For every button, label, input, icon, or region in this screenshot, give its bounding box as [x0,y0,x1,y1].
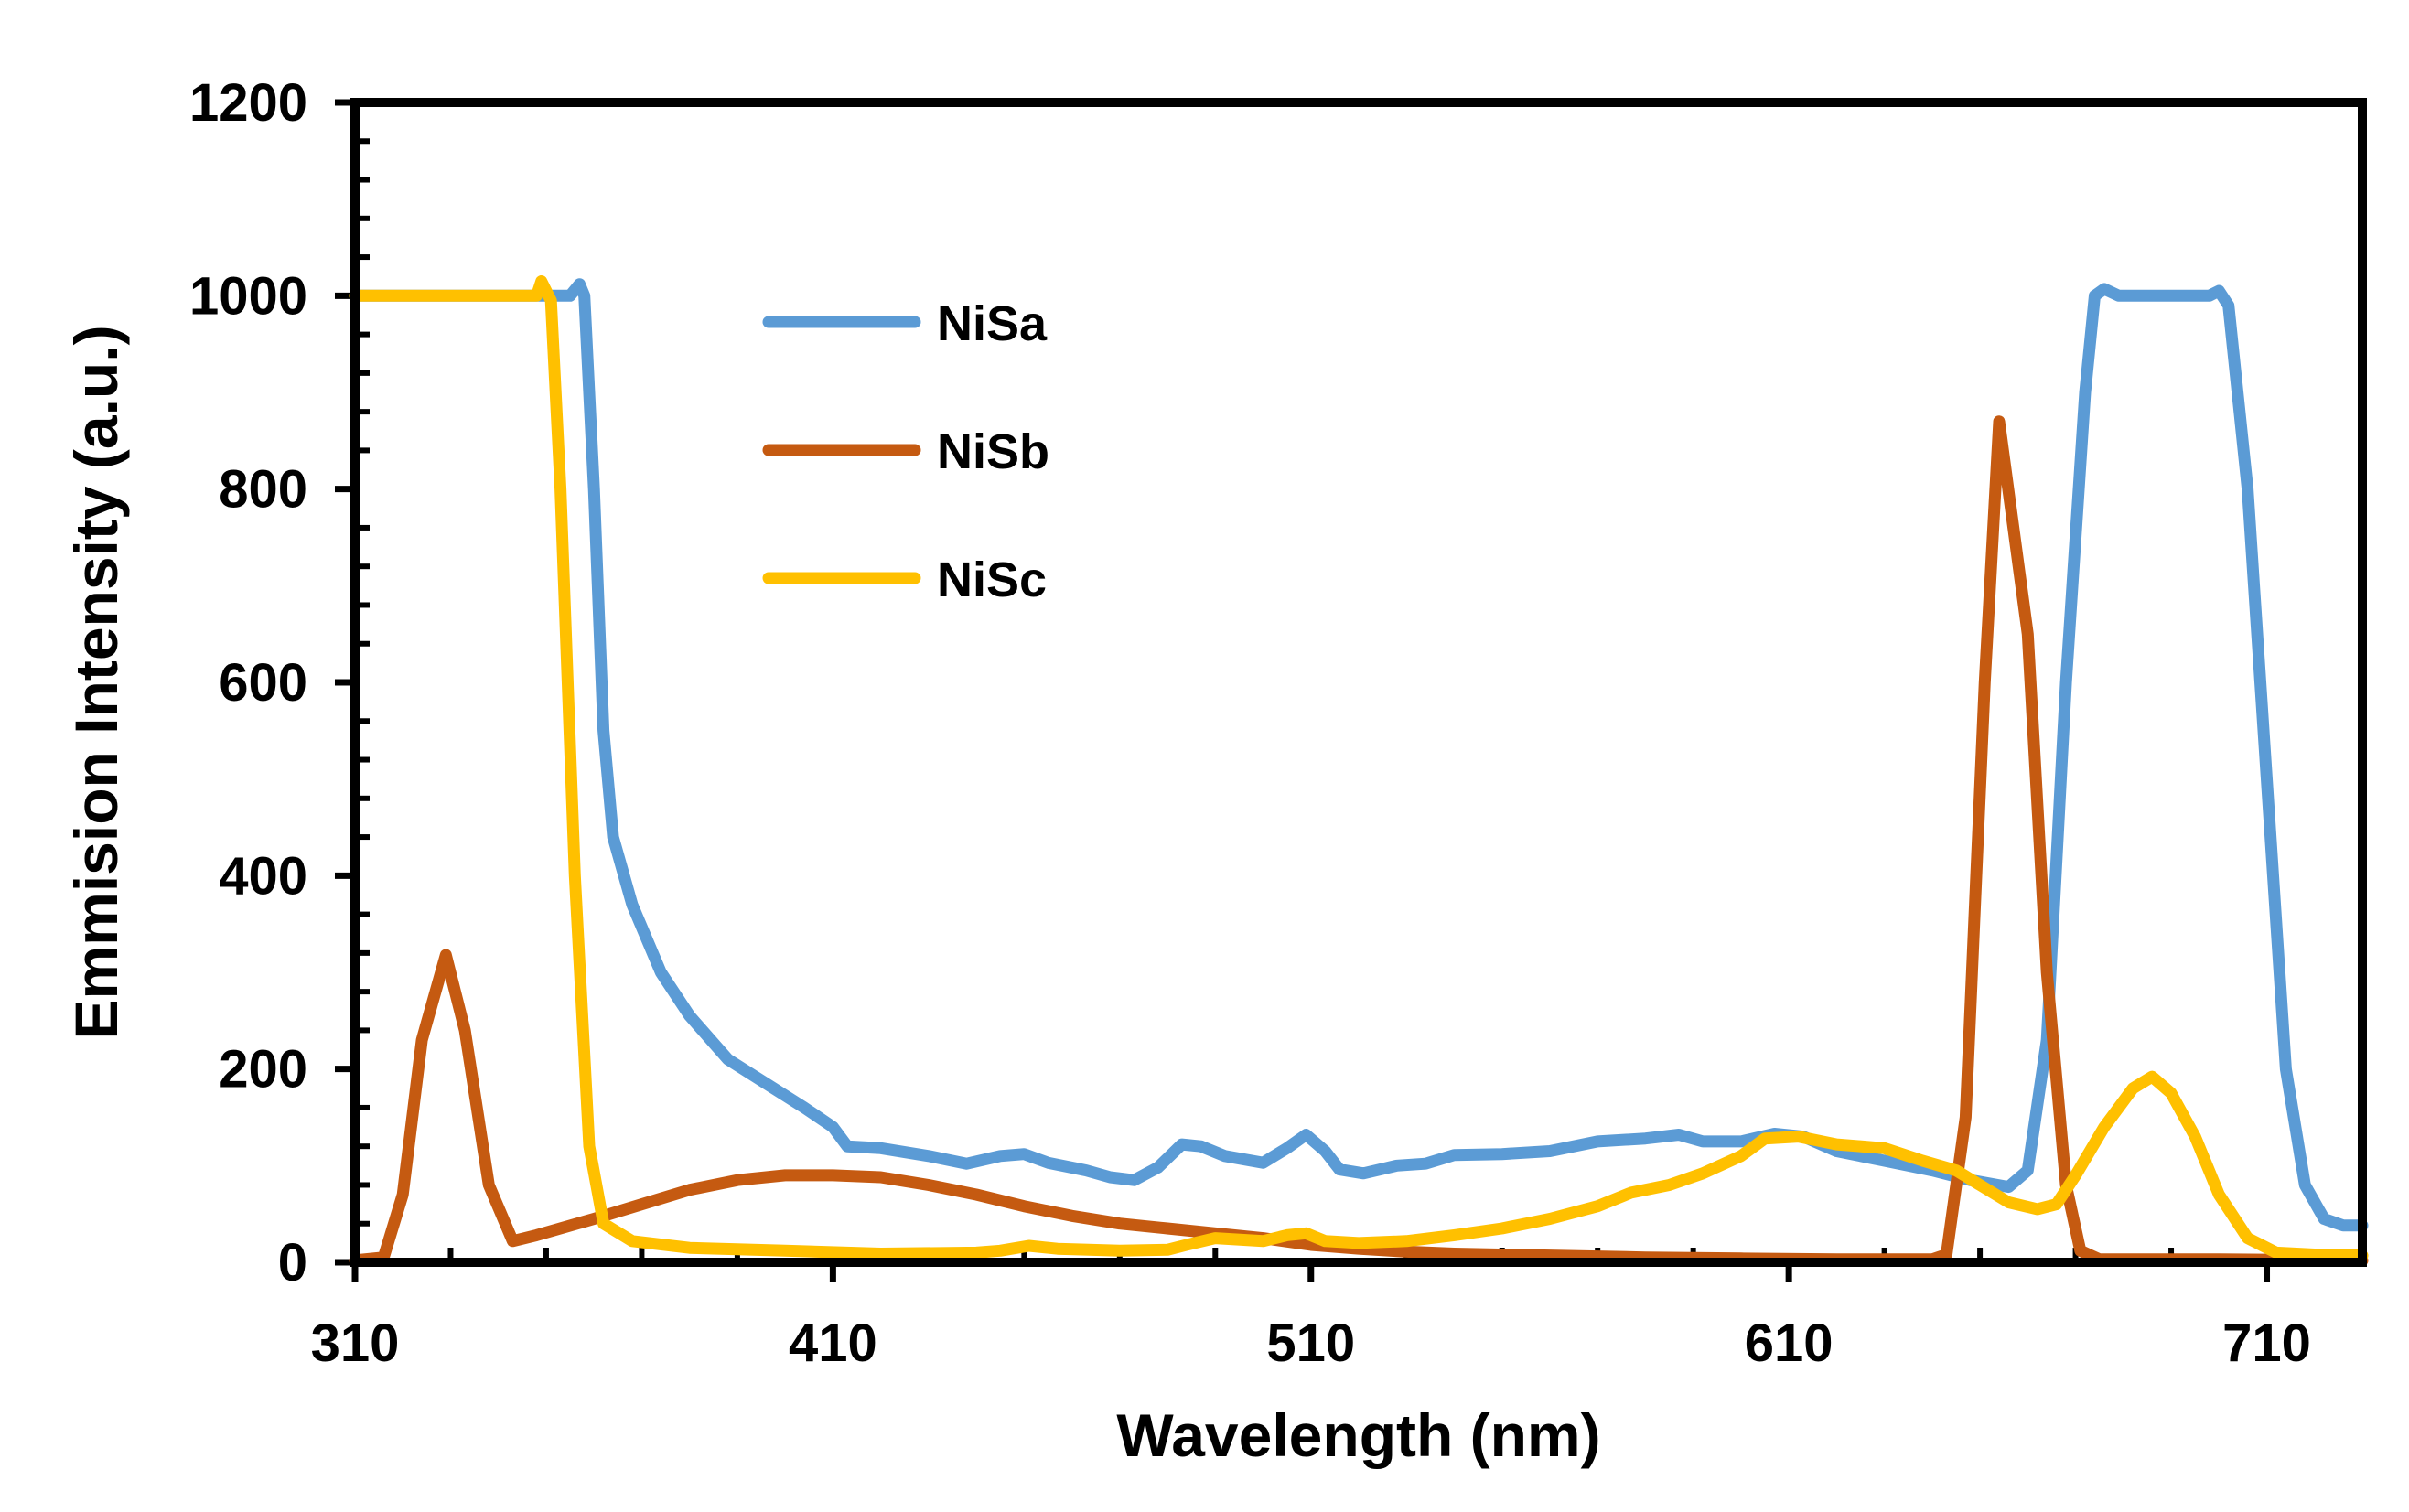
plot-frame [350,98,2367,1267]
x-tick-label: 710 [2222,1314,2311,1373]
y-tick-label: 600 [219,653,307,713]
y-tick-label: 1200 [189,73,307,133]
series-line-nisa [349,278,2369,1232]
y-tick-label: 200 [219,1040,307,1099]
y-tick-label: 1000 [189,266,307,326]
series-line-nisb [349,415,2369,1267]
x-tick-label: 310 [311,1314,400,1373]
axes-layer: 0 200 400 600 800 1000 1200 310 410 510 610 710 [189,73,2311,1373]
labels-layer: Wavelength (nm) Emmision Intensity (a.u.… [62,325,1601,1469]
x-axis-title: Wavelength (nm) [1116,1401,1600,1469]
legend-label-nisa: NiSa [937,296,1048,351]
x-tick-label: 510 [1266,1314,1355,1373]
y-tick-label: 800 [219,460,307,520]
y-tick-label: 400 [219,846,307,906]
y-tick-label: 0 [278,1233,307,1292]
legend-label-nisb: NiSb [937,424,1049,479]
frame-layer [350,98,2367,1267]
series-layer [349,275,2369,1267]
legend-label-nisc: NiSc [937,552,1047,607]
legend: NiSa NiSb NiSc [762,296,1049,607]
x-tick-label: 610 [1745,1314,1834,1373]
y-axis-title: Emmision Intensity (a.u.) [62,325,130,1039]
series-line-nisc [349,275,2369,1262]
x-tick-label: 410 [789,1314,877,1373]
